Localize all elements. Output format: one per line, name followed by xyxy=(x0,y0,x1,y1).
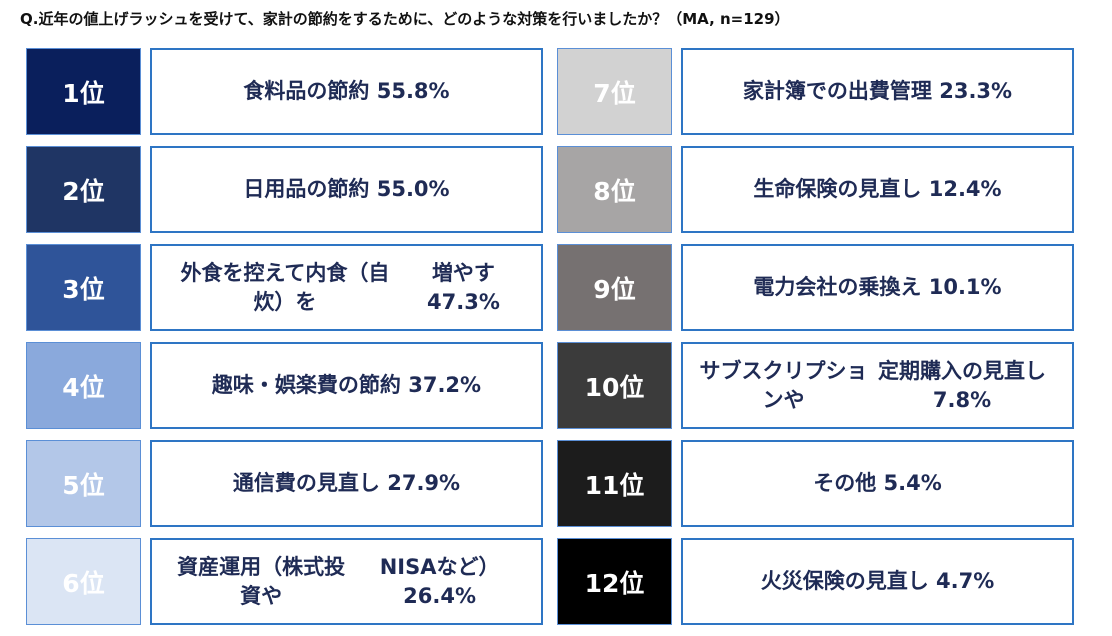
item-label-line: 定期購入の見直し 7.8% xyxy=(878,359,1046,412)
item-label: 通信費の見直し 27.9% xyxy=(150,440,543,527)
item-label: 外食を控えて内食（自炊）を 増やす 47.3% xyxy=(150,244,543,331)
item-label-line: 趣味・娯楽費の節約 37.2% xyxy=(211,373,482,398)
rank-badge: 12位 xyxy=(557,538,672,625)
item-label-line: サブスクリプションや xyxy=(699,359,868,412)
rank-badge: 8位 xyxy=(557,146,672,233)
item-label: 資産運用（株式投資や NISAなど）26.4% xyxy=(150,538,543,625)
rank-badge: 6位 xyxy=(26,538,141,625)
rank-badge: 2位 xyxy=(26,146,141,233)
item-label-line: 食料品の節約 55.8% xyxy=(243,79,450,104)
rank-badge: 11位 xyxy=(557,440,672,527)
item-label-line: NISAなど）26.4% xyxy=(379,555,500,608)
item-label: サブスクリプションや 定期購入の見直し 7.8% xyxy=(681,342,1074,429)
item-label: 生命保険の見直し 12.4% xyxy=(681,146,1074,233)
rank-badge: 7位 xyxy=(557,48,672,135)
item-label-line: 火災保険の見直し 4.7% xyxy=(760,569,995,594)
rank-badge: 9位 xyxy=(557,244,672,331)
rank-badge: 3位 xyxy=(26,244,141,331)
item-label-line: 電力会社の乗換え 10.1% xyxy=(753,275,1002,300)
item-label-line: 増やす 47.3% xyxy=(427,261,500,314)
rank-badge: 1位 xyxy=(26,48,141,135)
item-label-line: 日用品の節約 55.0% xyxy=(243,177,450,202)
item-label: 日用品の節約 55.0% xyxy=(150,146,543,233)
item-label: 家計簿での出費管理 23.3% xyxy=(681,48,1074,135)
item-label: その他 5.4% xyxy=(681,440,1074,527)
item-label-line: その他 5.4% xyxy=(813,471,942,496)
rank-badge: 5位 xyxy=(26,440,141,527)
rank-badge: 10位 xyxy=(557,342,672,429)
item-label-line: 生命保険の見直し 12.4% xyxy=(753,177,1002,202)
item-label: 趣味・娯楽費の節約 37.2% xyxy=(150,342,543,429)
item-label-line: 家計簿での出費管理 23.3% xyxy=(742,79,1013,104)
item-label-line: 資産運用（株式投資や xyxy=(177,555,346,608)
chart-title: Q.近年の値上げラッシュを受けて、家計の節約をするために、どのような対策を行いま… xyxy=(20,10,790,28)
item-label-line: 外食を控えて内食（自炊）を xyxy=(180,261,390,314)
item-label: 火災保険の見直し 4.7% xyxy=(681,538,1074,625)
item-label: 食料品の節約 55.8% xyxy=(150,48,543,135)
item-label-line: 通信費の見直し 27.9% xyxy=(232,471,461,496)
rank-badge: 4位 xyxy=(26,342,141,429)
item-label: 電力会社の乗換え 10.1% xyxy=(681,244,1074,331)
